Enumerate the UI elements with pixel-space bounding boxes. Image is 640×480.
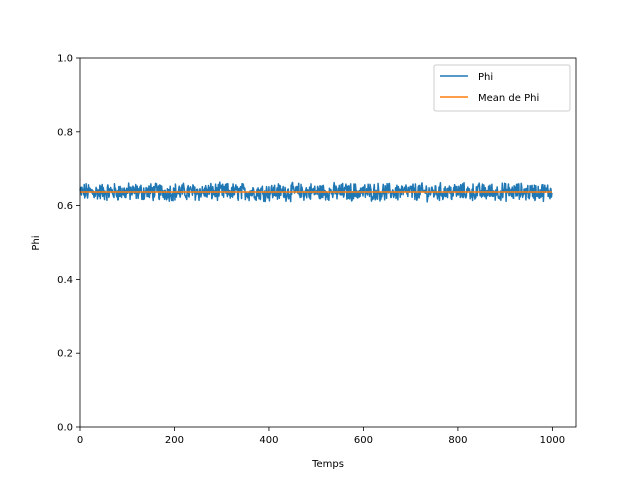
x-axis-label: Temps bbox=[311, 459, 344, 470]
legend-frame bbox=[433, 64, 571, 112]
x-tick-label: 200 bbox=[165, 435, 184, 446]
y-tick-label: 0.4 bbox=[57, 275, 73, 286]
legend-label-phi: Phi bbox=[478, 72, 493, 83]
y-tick-label: 0.2 bbox=[57, 349, 73, 360]
y-axis-label: Phi bbox=[31, 235, 42, 250]
x-tick-label: 1000 bbox=[540, 435, 565, 446]
series-layer bbox=[79, 181, 553, 203]
x-tick-label: 800 bbox=[448, 435, 467, 446]
y-tick-label: 1.0 bbox=[57, 54, 73, 65]
plot-background bbox=[80, 58, 576, 427]
plot-area bbox=[80, 58, 576, 427]
axes-frame bbox=[79, 57, 577, 428]
x-tick-label: 400 bbox=[259, 435, 278, 446]
y-tick-label: 0.8 bbox=[57, 127, 73, 138]
y-tick-label: 0.6 bbox=[57, 201, 73, 212]
y-tick-label: 0.0 bbox=[57, 423, 73, 434]
legend-label-mean: Mean de Phi bbox=[478, 93, 539, 104]
axes-layer: 0 200 400 600 800 1000 0.0 0.2 0.4 0.6 0.8 1.0 bbox=[57, 54, 577, 446]
x-tick-label: 600 bbox=[354, 435, 373, 446]
x-tick-label: 0 bbox=[77, 435, 83, 446]
legend: Phi Mean de Phi bbox=[433, 64, 571, 112]
